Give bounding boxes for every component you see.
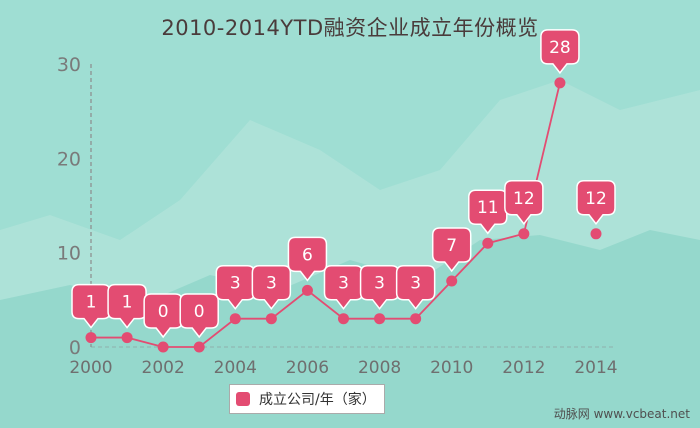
data-point	[446, 275, 458, 287]
data-label: 1	[86, 293, 97, 313]
data-point	[157, 341, 169, 353]
data-label: 3	[230, 274, 241, 294]
data-point	[265, 313, 277, 325]
data-label: 3	[410, 274, 421, 294]
watermark: 动脉网 www.vcbeat.net	[553, 407, 690, 421]
callout-bubble	[540, 29, 580, 75]
data-point	[85, 332, 97, 344]
data-label: 12	[513, 189, 535, 209]
data-label: 0	[194, 302, 205, 322]
x-tick-label: 2006	[286, 358, 329, 378]
legend-label: 成立公司/年（家）	[259, 392, 376, 408]
data-label: 6	[302, 245, 313, 265]
callout-bubble	[107, 283, 147, 329]
y-tick-label: 20	[57, 148, 81, 170]
data-label: 3	[266, 274, 277, 294]
data-point	[374, 313, 386, 325]
data-point	[338, 313, 349, 325]
data-point	[554, 77, 566, 89]
data-point	[590, 228, 602, 240]
data-label: 7	[446, 236, 457, 256]
callout-bubble	[576, 180, 616, 226]
data-label: 12	[585, 189, 607, 209]
x-tick-label: 2004	[214, 358, 257, 378]
x-tick-label: 2008	[358, 358, 401, 378]
x-tick-label: 2002	[142, 358, 185, 378]
data-point	[518, 228, 530, 240]
callout-bubble	[395, 264, 436, 310]
data-label: 3	[338, 274, 349, 294]
chart-title: 2010-2014YTD融资企业成立年份概览	[161, 16, 539, 40]
data-label: 28	[549, 38, 571, 58]
data-callout: 3	[395, 264, 436, 310]
data-callout: 7	[431, 227, 472, 273]
y-tick-label: 30	[57, 54, 81, 76]
data-callout: 12	[576, 180, 616, 226]
x-tick-label: 2000	[69, 358, 112, 378]
data-callout: 28	[540, 29, 580, 75]
y-tick-label: 10	[57, 243, 81, 265]
series-line	[91, 82, 561, 348]
callout-bubble	[504, 180, 544, 226]
data-label: 0	[158, 302, 169, 322]
data-point	[482, 237, 494, 249]
x-tick-label: 2010	[430, 358, 473, 378]
background-shape-front	[0, 230, 700, 428]
data-label: 3	[374, 274, 385, 294]
data-point	[229, 313, 241, 325]
x-tick-label: 2012	[502, 358, 545, 378]
callout-bubble	[431, 227, 472, 273]
data-point	[121, 332, 133, 344]
data-callout: 12	[504, 180, 544, 226]
data-label: 1	[122, 293, 133, 313]
data-label: 11	[477, 198, 499, 218]
y-tick-label: 0	[69, 337, 81, 359]
x-tick-label: 2014	[574, 358, 617, 378]
legend: 成立公司/年（家）	[229, 384, 385, 414]
data-callout: 1	[107, 283, 147, 329]
data-callout: 6	[287, 236, 328, 282]
legend-swatch	[236, 392, 250, 406]
data-point	[193, 341, 205, 353]
callout-bubble	[287, 236, 328, 282]
data-point	[301, 284, 313, 296]
data-point	[410, 313, 422, 325]
